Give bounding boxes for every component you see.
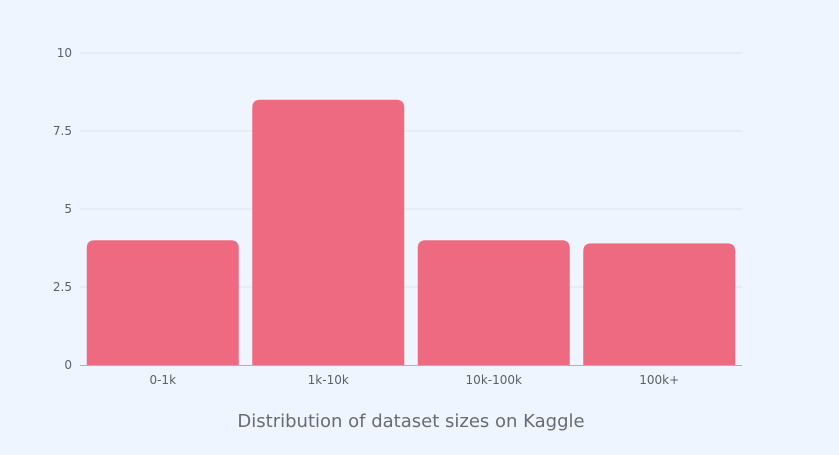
bar-100k+[interactable] [583,243,736,365]
y-tick-label: 5 [64,202,72,216]
y-tick-label: 2.5 [53,280,72,294]
bar-0-1k[interactable] [86,240,239,365]
y-tick-label: 7.5 [53,124,72,138]
bar-1k-10k[interactable] [252,99,405,366]
y-axis-ticks: 0 2.5 5 7.5 10 [53,46,72,372]
x-tick-label: 100k+ [639,373,679,387]
bar-10k-100k[interactable] [417,240,570,365]
x-tick-label: 1k-10k [308,373,349,387]
x-tick-label: 10k-100k [466,373,522,387]
x-axis-ticks: 0-1k 1k-10k 10k-100k 100k+ [149,373,679,387]
x-tick-label: 0-1k [149,373,176,387]
y-tick-label: 10 [57,46,72,60]
y-tick-label: 0 [64,358,72,372]
bars [86,99,736,366]
x-axis-title: Distribution of dataset sizes on Kaggle [237,411,584,432]
